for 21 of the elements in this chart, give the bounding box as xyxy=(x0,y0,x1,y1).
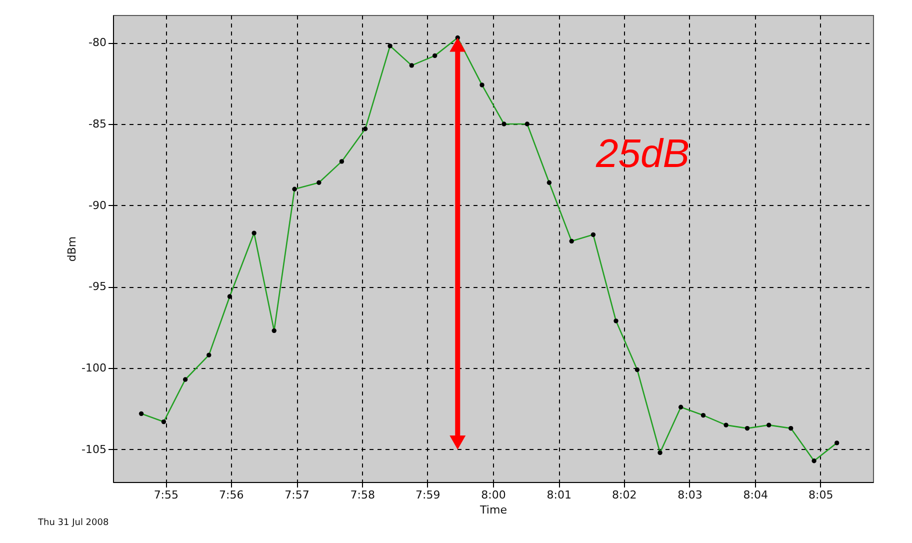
x-tick-label: 8:02 xyxy=(612,488,637,502)
x-tick-label: 8:04 xyxy=(743,488,768,502)
x-tick-label: 8:05 xyxy=(808,488,834,502)
x-tick-label: 7:57 xyxy=(284,488,310,502)
y-axis-title: dBm xyxy=(66,236,79,262)
y-tick-label: -100 xyxy=(82,362,106,375)
y-tick-label: -90 xyxy=(88,198,106,212)
text: Thu 31 Jul 2008 xyxy=(38,518,109,528)
y-tick-label: -80 xyxy=(88,36,106,50)
annotation: 25dB xyxy=(596,132,690,177)
x-tick-label: 7:59 xyxy=(416,488,440,502)
y-tick-label: -85 xyxy=(88,118,106,131)
x-axis-title: Time xyxy=(479,504,508,516)
x-tick-label: 7:55 xyxy=(154,488,179,502)
x-tick-label: 7:56 xyxy=(219,488,244,502)
y-tick-label: -105 xyxy=(82,442,106,456)
x-tick-label: 7:58 xyxy=(350,488,375,502)
y-tick-label: -95 xyxy=(88,280,106,294)
x-tick-label: 8:00 xyxy=(481,488,506,502)
x-tick-label: 8:01 xyxy=(546,488,572,502)
x-tick-label: 8:03 xyxy=(678,488,702,502)
